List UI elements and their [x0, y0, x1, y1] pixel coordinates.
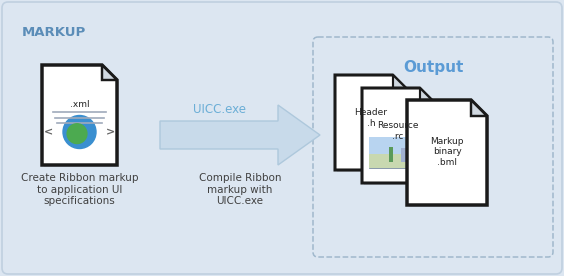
- Polygon shape: [471, 100, 487, 116]
- Polygon shape: [409, 102, 489, 207]
- Polygon shape: [337, 77, 409, 172]
- Text: Header
.h: Header .h: [355, 108, 387, 128]
- Bar: [389, 147, 394, 162]
- Polygon shape: [393, 75, 407, 89]
- Bar: [369, 154, 427, 168]
- Text: >: >: [106, 127, 116, 137]
- Polygon shape: [364, 90, 436, 185]
- Circle shape: [411, 139, 420, 148]
- Bar: [369, 137, 427, 168]
- Bar: [401, 148, 418, 162]
- Bar: [369, 137, 427, 154]
- Polygon shape: [42, 65, 117, 165]
- Text: Output: Output: [403, 60, 463, 75]
- Polygon shape: [420, 88, 434, 102]
- Text: .xml: .xml: [70, 100, 89, 109]
- Text: Markup
binary
.bml: Markup binary .bml: [430, 137, 464, 166]
- Text: Resource
.rc: Resource .rc: [377, 121, 418, 141]
- Circle shape: [67, 124, 87, 144]
- Polygon shape: [407, 100, 487, 205]
- Polygon shape: [44, 67, 119, 167]
- Text: UICC.exe: UICC.exe: [192, 103, 245, 116]
- FancyBboxPatch shape: [2, 2, 562, 274]
- Polygon shape: [160, 105, 320, 165]
- Circle shape: [63, 115, 96, 148]
- Text: Compile Ribbon
markup with
UICC.exe: Compile Ribbon markup with UICC.exe: [199, 173, 281, 206]
- Text: <: <: [43, 127, 53, 137]
- Polygon shape: [362, 88, 434, 183]
- Polygon shape: [335, 75, 407, 170]
- FancyBboxPatch shape: [313, 37, 553, 257]
- Polygon shape: [102, 65, 117, 80]
- Text: h: h: [360, 124, 382, 155]
- Text: MARKUP: MARKUP: [22, 26, 86, 39]
- Text: Create Ribbon markup
to application UI
specifications: Create Ribbon markup to application UI s…: [21, 173, 138, 206]
